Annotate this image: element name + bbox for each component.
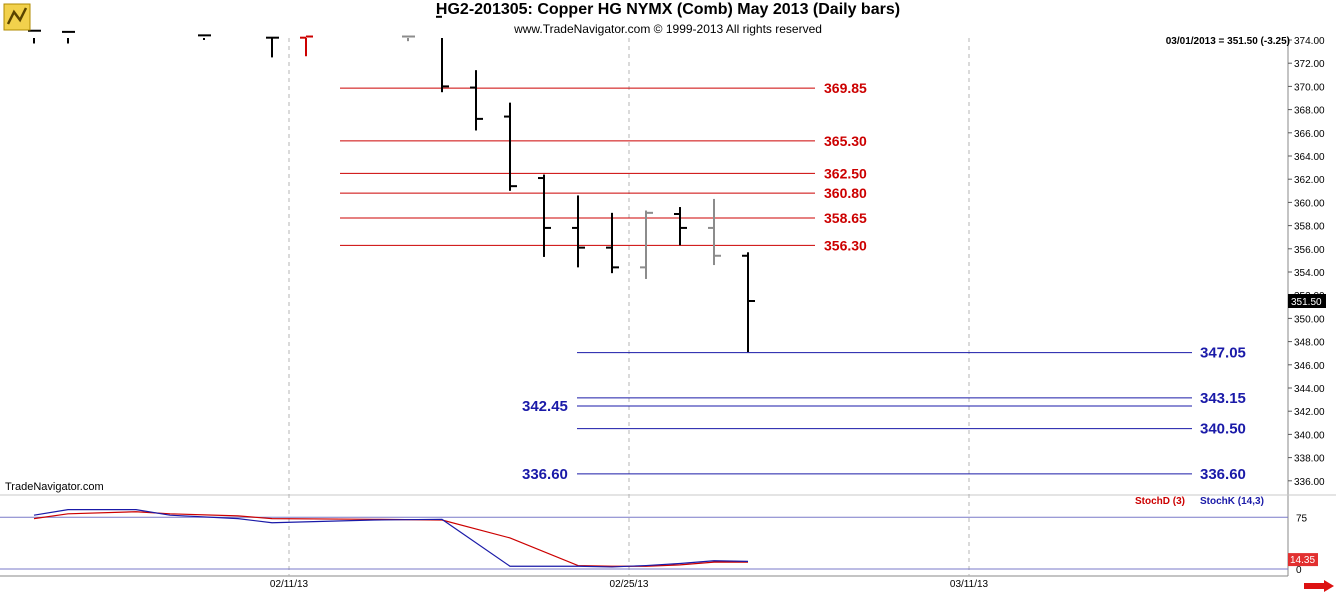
y-tick-label: 338.00 — [1294, 454, 1325, 465]
resistance-level-label: 356.30 — [824, 237, 867, 253]
support-level-label: 343.15 — [1200, 390, 1246, 407]
support-level-label: 347.05 — [1200, 345, 1246, 362]
ohlc-bar — [674, 207, 687, 246]
stoch-tick-label: 75 — [1296, 513, 1308, 524]
trade-navigator-logo-icon — [3, 3, 31, 31]
ohlc-bar — [28, 29, 41, 44]
y-tick-label: 344.00 — [1294, 384, 1325, 395]
y-tick-label: 354.00 — [1294, 268, 1325, 279]
grid-layer — [0, 38, 1336, 577]
x-tick-label: 02/25/13 — [610, 579, 649, 590]
resistance-level-label: 362.50 — [824, 165, 867, 181]
ohlc-bar — [708, 198, 721, 266]
stoch-layer: 75 014.35 — [0, 509, 1318, 576]
x-axis-layer: 02/11/13 02/25/13 03/11/13 — [270, 579, 989, 590]
y-tick-label: 368.00 — [1294, 106, 1325, 117]
y-tick-label: 340.00 — [1294, 430, 1325, 441]
support-level-label: 342.45 — [522, 398, 568, 415]
y-tick-label: 348.00 — [1294, 338, 1325, 349]
stoch-value-badge — [1288, 553, 1318, 567]
stoch-k-line — [33, 509, 749, 568]
y-tick-label: 356.00 — [1294, 245, 1325, 256]
brand-label: TradeNavigator.com — [5, 481, 104, 493]
ohlc-bar — [198, 34, 211, 40]
ohlc-bar — [640, 210, 653, 279]
ohlc-bar — [606, 212, 619, 274]
stoch-tick-label: 0 — [1296, 565, 1302, 576]
last-price-value: 351.50 — [1291, 297, 1322, 308]
y-tick-label: 362.00 — [1294, 175, 1325, 186]
resistance-level-label: 369.85 — [824, 80, 867, 96]
y-tick-label: 342.00 — [1294, 407, 1325, 418]
stoch-k-legend: StochK (14,3) — [1200, 496, 1264, 507]
x-tick-label: 03/11/13 — [950, 579, 989, 590]
support-level-label: 340.50 — [1200, 421, 1246, 438]
y-axis-layer: 374.00 372.00 370.00 368.00 366.00 364.00 362.… — [1288, 36, 1326, 488]
y-tick-label: 374.00 — [1294, 36, 1325, 47]
ohlc-bar — [470, 70, 483, 131]
last-price-badge — [1288, 294, 1326, 308]
ohlc-bar — [742, 252, 755, 353]
y-tick-label: 360.00 — [1294, 198, 1325, 209]
stoch-value: 14.35 — [1290, 555, 1315, 566]
y-tick-label: 336.00 — [1294, 477, 1325, 488]
stoch-d-legend: StochD (3) — [1135, 496, 1185, 507]
y-tick-label: 350.00 — [1294, 314, 1325, 325]
y-tick-label: 346.00 — [1294, 361, 1325, 372]
y-tick-label: 372.00 — [1294, 59, 1325, 70]
copyright-text: www.TradeNavigator.com © 1999-2013 All r… — [514, 22, 822, 36]
ohlc-bar — [436, 15, 449, 93]
ohlc-bar — [504, 102, 517, 191]
y-tick-label: 358.00 — [1294, 222, 1325, 233]
bars-layer — [28, 15, 755, 353]
resistance-level-label: 360.80 — [824, 185, 867, 201]
y-tick-label: 364.00 — [1294, 152, 1325, 163]
ohlc-bar — [62, 30, 75, 44]
ohlc-bar — [572, 195, 585, 268]
price-readout: 03/01/2013 = 351.50 (-3.25) — [1165, 36, 1290, 47]
chart-title: HG2-201305: Copper HG NYMX (Comb) May 20… — [435, 1, 901, 18]
ohlc-bar — [538, 174, 551, 257]
resistance-level-label: 365.30 — [824, 133, 867, 149]
support-level-label-left: 336.60 — [522, 466, 568, 483]
support-level-label: 336.60 — [1200, 466, 1246, 483]
ohlc-bar — [402, 35, 415, 42]
x-tick-label: 02/11/13 — [270, 579, 309, 590]
ohlc-bar — [266, 36, 279, 58]
ohlc-bar — [300, 35, 313, 57]
y-tick-label: 370.00 — [1294, 82, 1325, 93]
levels-layer: 369.85 365.30 362.50 360.80 358.65 356.30 347.… — [340, 80, 1246, 483]
y-tick-label: 366.00 — [1294, 129, 1325, 140]
resistance-level-label: 358.65 — [824, 210, 867, 226]
red-arrow-right-icon[interactable] — [1304, 580, 1334, 592]
